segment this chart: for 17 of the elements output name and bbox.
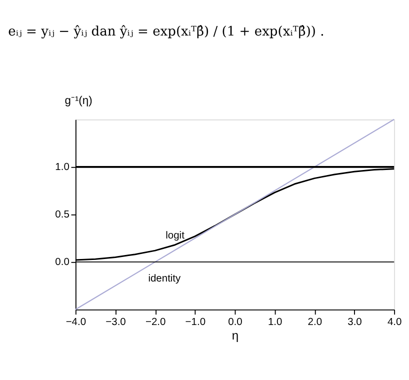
- x-axis-title: η: [232, 328, 239, 343]
- x-tick-label: −3.0: [106, 316, 126, 328]
- series-label: logit: [166, 230, 185, 242]
- series-label: identity: [148, 274, 182, 285]
- x-tick-label: 0.0: [228, 316, 243, 328]
- x-tick-label: −4.0: [66, 316, 86, 328]
- x-tick-label: −1.0: [185, 316, 206, 328]
- y-tick-label: 1.0: [55, 162, 70, 174]
- x-tick-label: 2.0: [308, 316, 322, 328]
- x-tick-label: 4.0: [387, 316, 402, 328]
- x-tick-label: 1.0: [268, 316, 282, 328]
- x-tick-label: 3.0: [348, 316, 362, 328]
- text: eᵢⱼ = yᵢⱼ − ŷᵢⱼ dan ŷᵢⱼ = exp(xᵢᵀβ̂) / (1 + exp(xᵢᵀβ̂)) .: [8, 24, 324, 40]
- y-tick-label: 0.5: [55, 210, 70, 221]
- x-tick-label: −2.0: [145, 316, 166, 328]
- y-tick-label: 0.0: [55, 257, 70, 268]
- y-axis-title: g⁻¹(η): [64, 95, 93, 108]
